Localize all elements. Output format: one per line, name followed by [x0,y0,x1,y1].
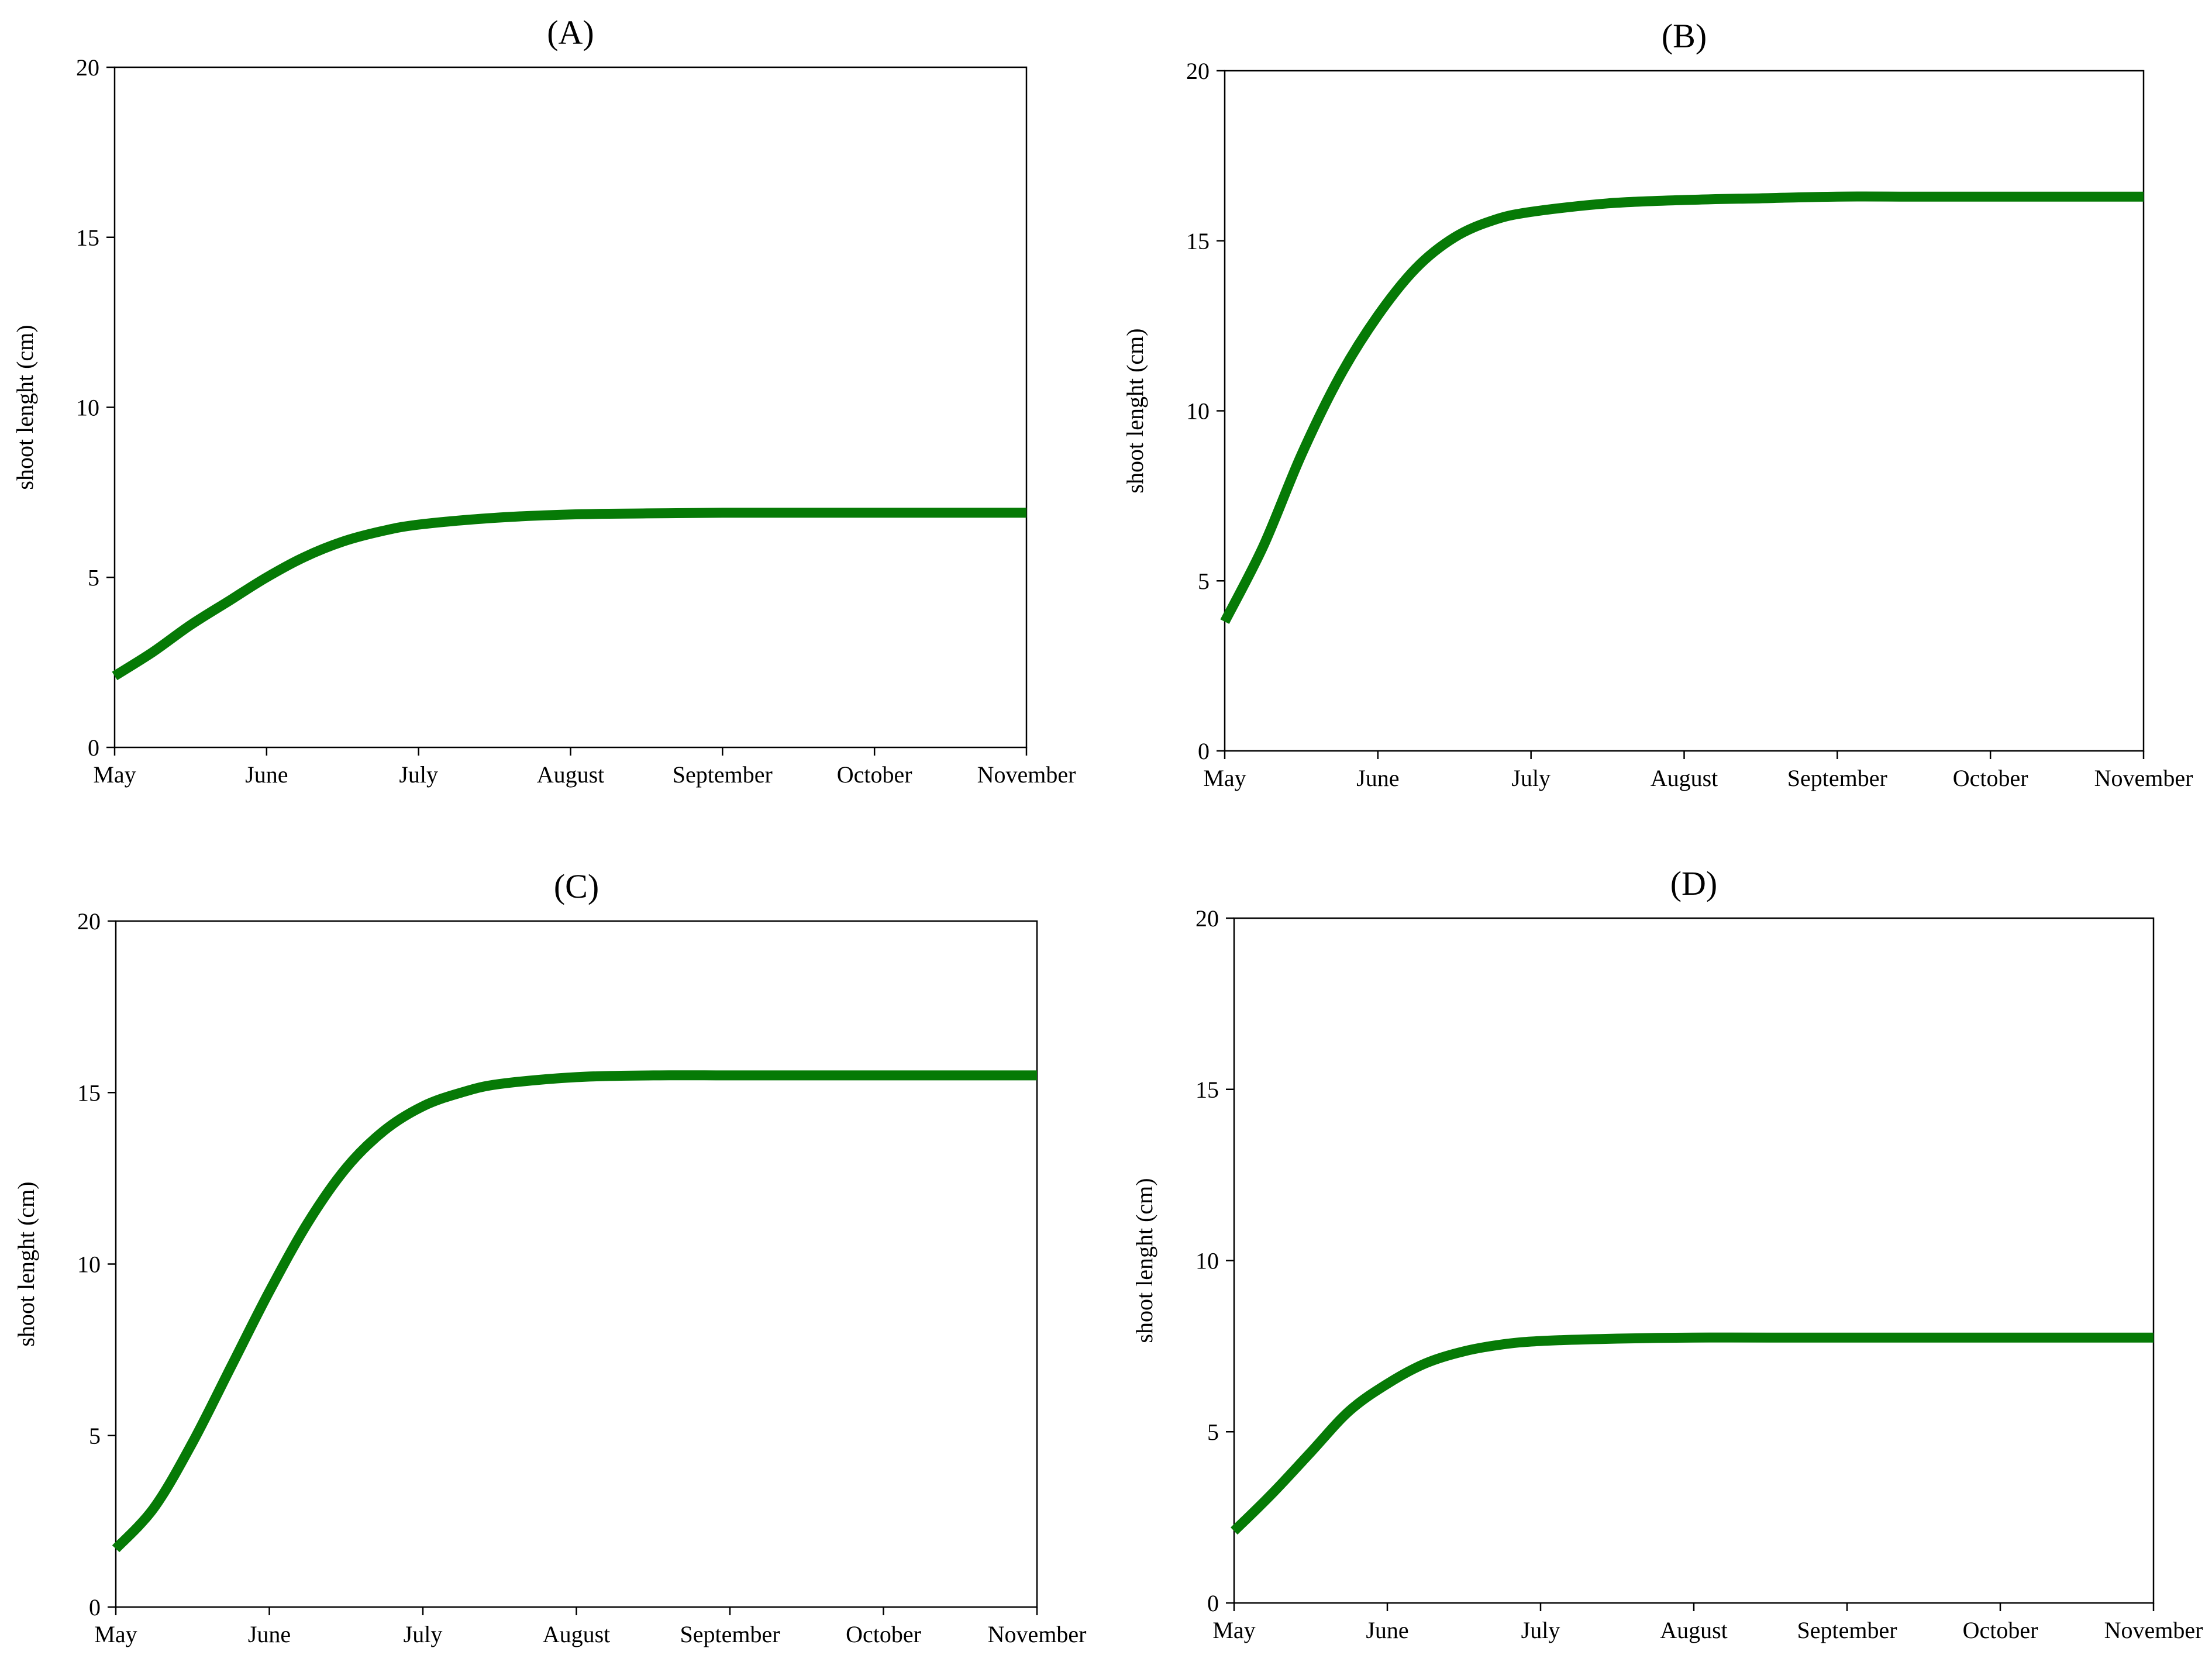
y-axis: 0 5 10 15 20 [76,54,115,761]
series-line-a-0 [112,508,1026,681]
x-axis: May June July August September October Novembe… [93,747,1076,788]
chart-panel-a: 0 5 10 15 20 May June July August September Octobe… [12,13,1076,788]
y-axis: 0 5 10 15 20 [1195,905,1234,1616]
x-tick-label-august: August [543,1621,611,1647]
x-axis: May June July August September October Novembe… [1212,1603,2203,1643]
y-tick-label: 15 [1186,228,1210,254]
x-tick-label-september: September [680,1621,780,1647]
panel-title-a: (A) [547,13,594,51]
panel-title-c: (C) [554,867,599,905]
y-tick-label: 0 [88,735,99,761]
panel-title-b: (B) [1662,17,1707,55]
y-axis-label: shoot lenght (cm) [1122,328,1148,493]
y-tick-label: 5 [1207,1419,1219,1445]
y-tick-label: 0 [1207,1590,1219,1616]
y-tick-label: 20 [77,908,101,935]
x-tick-label-july: July [1511,765,1551,791]
plot-frame [115,920,1038,1608]
x-tick-label-june: June [1366,1617,1408,1643]
x-tick-label-october: October [837,761,912,788]
y-axis-label: shoot lenght (cm) [12,325,38,489]
y-tick-label: 20 [1186,58,1210,84]
x-tick-label-may: May [94,1621,137,1647]
x-tick-label-july: July [399,761,438,788]
x-tick-label-october: October [846,1621,921,1647]
x-tick-label-may: May [93,761,136,788]
y-axis-label: shoot lenght (cm) [13,1181,39,1346]
series-line-d-0 [1231,1332,2154,1535]
y-tick-label: 15 [1195,1077,1219,1103]
x-tick-label-june: June [245,761,288,788]
series-line-c-0 [112,1070,1037,1553]
plot-frame [1233,917,2155,1604]
x-tick-label-july: July [404,1621,443,1647]
x-tick-label-september: September [1797,1617,1897,1643]
y-tick-label: 5 [1198,568,1210,594]
x-tick-label-october: October [1953,765,2028,791]
x-tick-label-october: October [1963,1617,2038,1643]
plot-frame [1224,70,2145,752]
plot-frame [113,66,1028,749]
y-axis-label: shoot lenght (cm) [1131,1178,1157,1343]
y-tick-label: 15 [76,225,99,251]
y-tick-label: 5 [88,564,99,591]
x-axis: May June July August September October Novembe… [94,1607,1086,1647]
y-tick-label: 10 [77,1251,101,1278]
x-tick-label-november: November [988,1621,1087,1647]
y-tick-label: 10 [1186,398,1210,425]
x-tick-label-june: June [1356,765,1399,791]
x-tick-label-november: November [2094,765,2193,791]
y-tick-label: 20 [76,54,99,81]
y-axis: 0 5 10 15 20 [77,908,116,1620]
y-tick-label: 15 [77,1080,101,1106]
x-tick-label-september: September [673,761,773,788]
x-tick-label-may: May [1212,1617,1255,1643]
y-tick-label: 0 [1198,738,1210,764]
x-tick-label-june: June [248,1621,291,1647]
chart-panel-b: 0 5 10 15 20 May June July August September Octobe… [1122,17,2193,791]
chart-panel-d: 0 5 10 15 20 May June July August September Octobe… [1131,864,2203,1643]
y-axis: 0 5 10 15 20 [1186,58,1225,764]
chart-panel-c: 0 5 10 15 20 May June July August September Octobe… [13,867,1086,1647]
x-axis: May June July August September October Novembe… [1203,751,2193,791]
x-tick-label-august: August [537,761,605,788]
y-tick-label: 10 [76,395,99,421]
x-tick-label-september: September [1787,765,1887,791]
x-tick-label-may: May [1203,765,1246,791]
series-line-b-0 [1220,191,2144,624]
x-tick-label-august: August [1660,1617,1728,1643]
panel-title-d: (D) [1670,864,1718,902]
x-tick-label-november: November [977,761,1076,788]
y-tick-label: 10 [1195,1248,1219,1274]
y-tick-label: 5 [89,1423,101,1449]
x-tick-label-july: July [1521,1617,1560,1643]
x-tick-label-november: November [2104,1617,2203,1643]
y-tick-label: 20 [1195,905,1219,932]
y-tick-label: 0 [89,1594,101,1620]
x-tick-label-august: August [1651,765,1718,791]
